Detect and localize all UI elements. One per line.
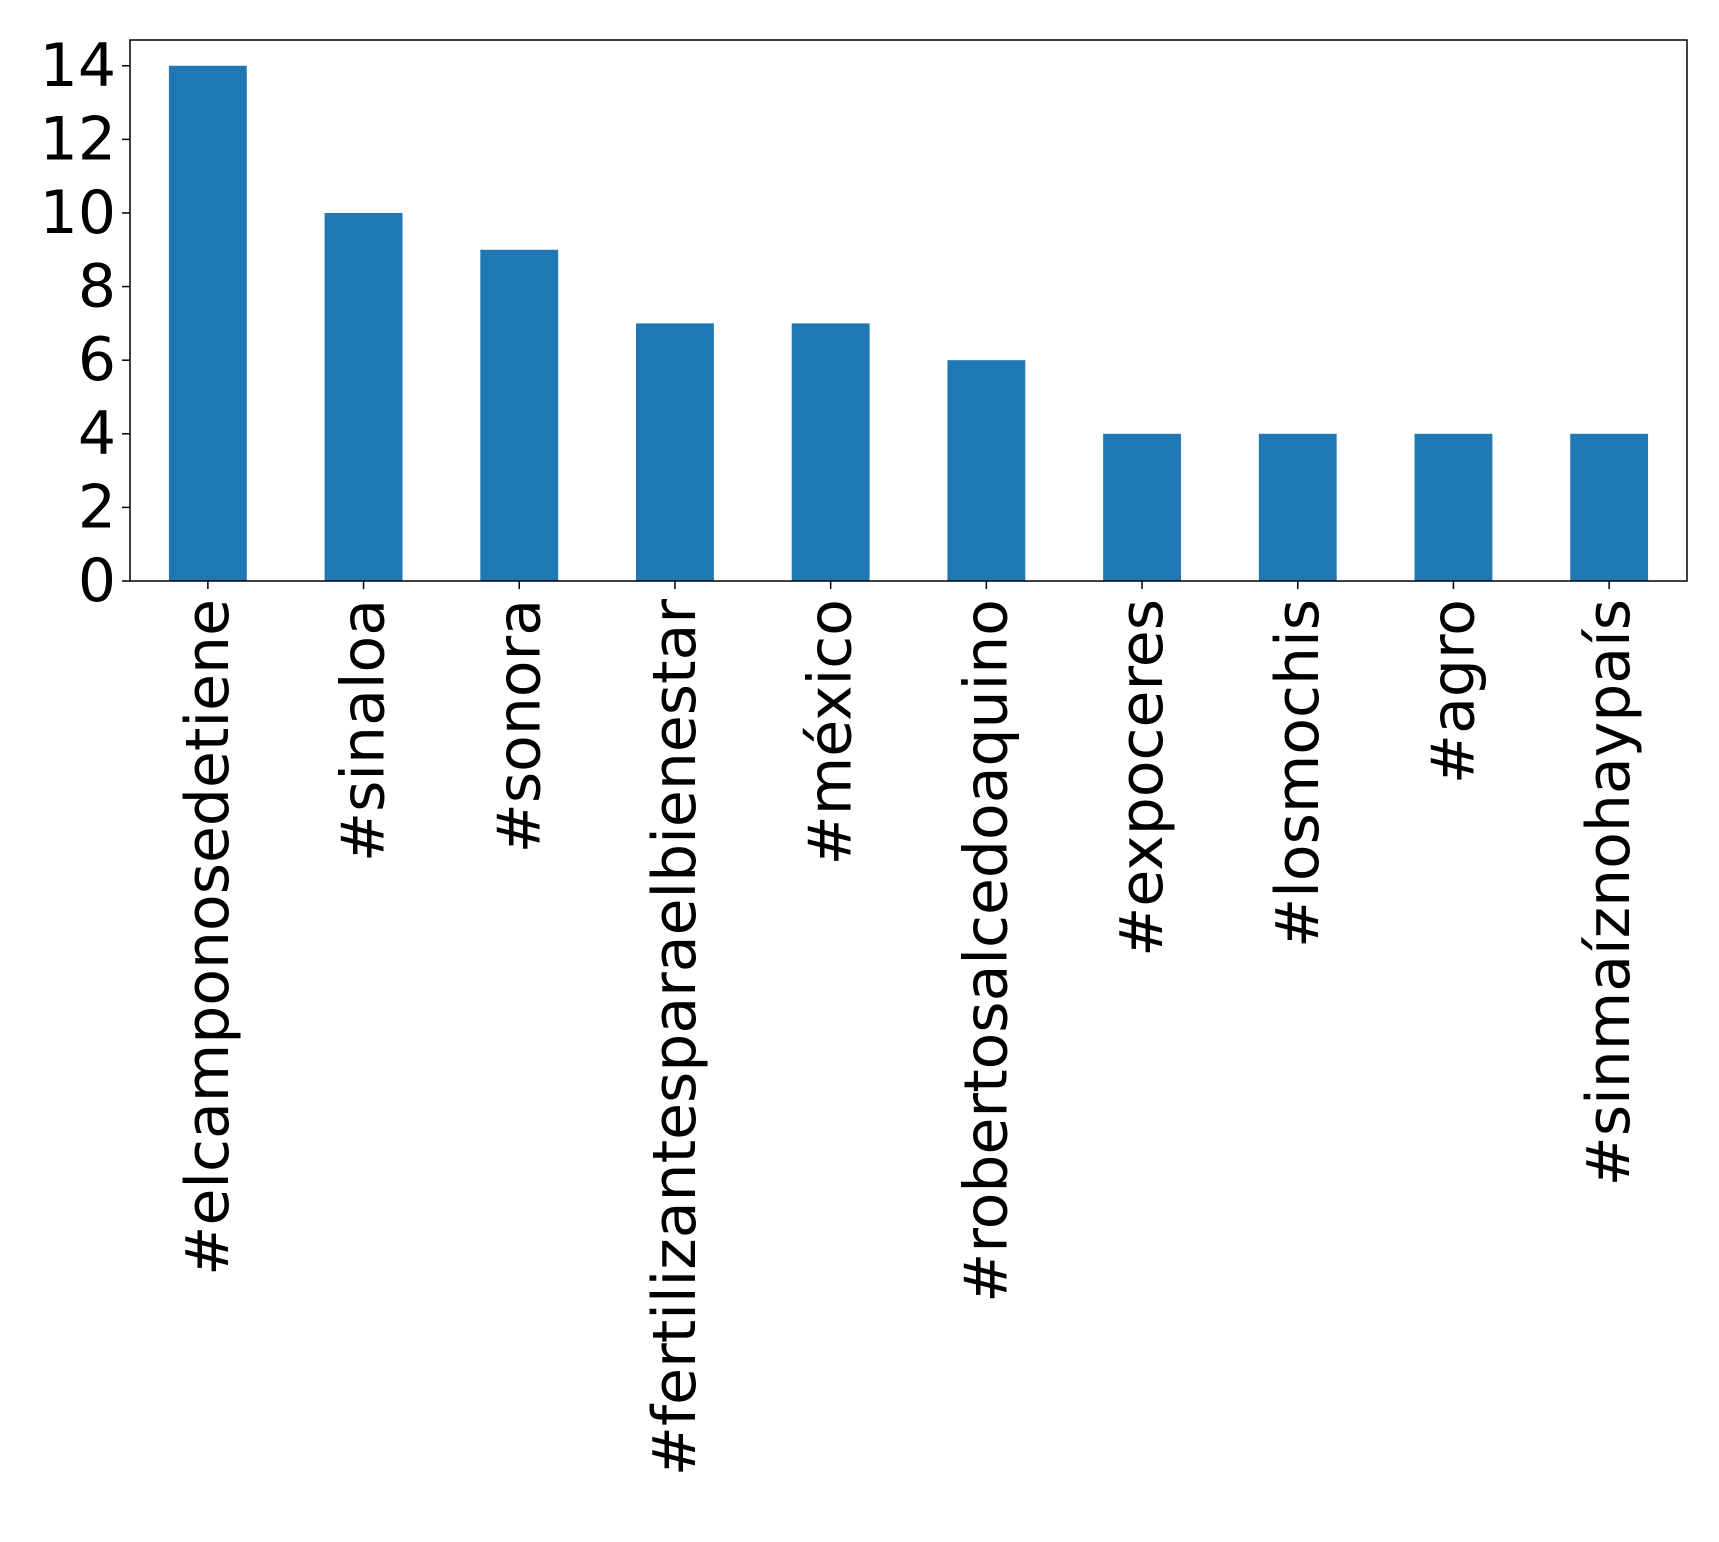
bar-8	[1414, 433, 1493, 581]
y-tick-label-2: 4	[78, 399, 116, 469]
x-tick-label-5: #robertosalcedoaquino	[951, 599, 1021, 1303]
y-tick-label-4: 8	[78, 252, 116, 322]
y-tick-label-7: 14	[40, 31, 116, 101]
y-tick-label-5: 10	[40, 178, 116, 248]
bar-7	[1258, 433, 1337, 581]
bar-9	[1570, 433, 1649, 581]
x-tick-label-6: #expoceres	[1107, 599, 1177, 957]
bar-4	[791, 323, 870, 581]
x-tick-label-1: #sinaloa	[329, 599, 399, 862]
x-axis: #elcamponosedetiene #sinaloa #sonora #ferti…	[173, 581, 1644, 1476]
x-tick-label-8: #agro	[1418, 599, 1488, 784]
plot-frame	[129, 39, 1688, 582]
bar-3	[636, 323, 714, 581]
x-tick-label-7: #losmochis	[1263, 599, 1333, 948]
x-tick-label-4: #méxico	[796, 599, 866, 865]
bar-6	[1103, 433, 1181, 581]
x-tick-label-3: #fertilizantesparaelbienestar	[640, 599, 710, 1477]
x-tick-label-9: #sinmaíznohaypaís	[1574, 599, 1644, 1186]
x-tick-label-2: #sonora	[484, 599, 554, 853]
y-tick-label-0: 0	[78, 546, 116, 616]
bar-0	[168, 65, 247, 581]
y-tick-label-3: 6	[78, 325, 116, 395]
y-tick-label-1: 2	[78, 472, 116, 542]
bar-5	[947, 360, 1026, 581]
x-tick-label-0: #elcamponosedetiene	[173, 599, 243, 1276]
bar-1	[324, 212, 403, 582]
bars-group	[168, 65, 1649, 582]
bar-2	[480, 249, 559, 581]
y-tick-label-6: 12	[40, 104, 116, 174]
